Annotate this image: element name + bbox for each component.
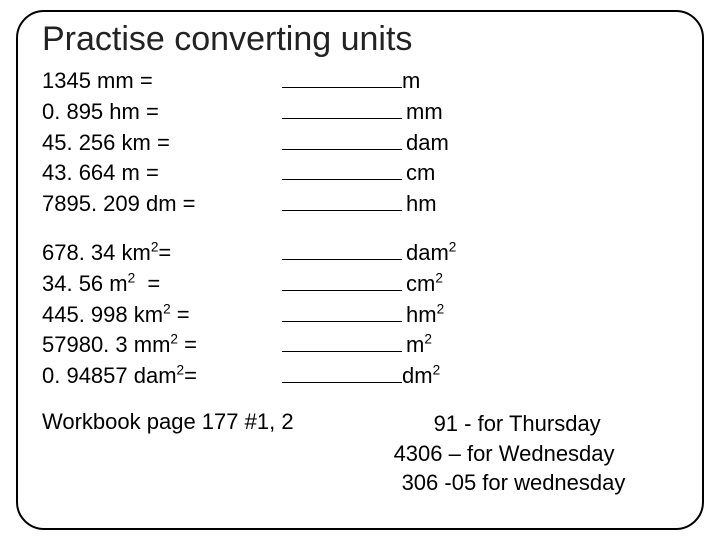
prompt-left: 0. 895 hm = [42, 97, 282, 127]
prompt-left: 45. 256 km = [42, 128, 282, 158]
group2-row: 445. 998 km2 = hm2 [42, 298, 678, 329]
exponent: 2 [433, 363, 441, 378]
target-unit: hm2 [406, 300, 444, 330]
answer-blank[interactable] [282, 127, 402, 150]
exponent: 2 [449, 240, 457, 255]
group1-row: 45. 256 km = dam [42, 127, 678, 158]
footer-right: 91 - for Thursday4306 – for Wednesday 30… [334, 409, 678, 498]
footer: Workbook page 177 #1, 2 91 - for Thursda… [42, 409, 678, 498]
exponent: 2 [424, 332, 432, 347]
group1-row: 1345 mm = m [42, 65, 678, 96]
answer-blank[interactable] [282, 65, 402, 88]
group-1: 1345 mm =m0. 895 hm = mm45. 256 km = dam… [42, 65, 678, 219]
group1-row: 7895. 209 dm = hm [42, 188, 678, 219]
prompt-left: 1345 mm = [42, 66, 282, 96]
group2-row: 34. 56 m2 = cm2 [42, 268, 678, 299]
answer-blank[interactable] [282, 157, 402, 180]
prompt-left: 678. 34 km2= [42, 238, 282, 268]
answer-blank[interactable] [282, 268, 402, 291]
exponent: 2 [128, 270, 136, 285]
group2-row: 678. 34 km2= dam2 [42, 237, 678, 268]
prompt-left: 34. 56 m2 = [42, 269, 282, 299]
group-2: 678. 34 km2= dam234. 56 m2 = cm2445. 998… [42, 237, 678, 391]
answer-blank[interactable] [282, 298, 402, 321]
target-unit: cm [406, 158, 435, 188]
target-unit: dam [406, 128, 449, 158]
worksheet-frame: Practise converting units 1345 mm =m0. 8… [16, 10, 704, 530]
target-unit: m [402, 66, 420, 96]
target-unit: mm [406, 97, 443, 127]
answer-blank[interactable] [282, 188, 402, 211]
exponent: 2 [170, 332, 178, 347]
page-title: Practise converting units [42, 20, 678, 59]
target-unit: hm [406, 189, 437, 219]
exponent: 2 [163, 301, 171, 316]
exponent: 2 [151, 240, 159, 255]
footer-left: Workbook page 177 #1, 2 [42, 409, 334, 435]
target-unit: dm2 [402, 361, 440, 391]
exponent: 2 [177, 363, 185, 378]
exponent: 2 [435, 270, 443, 285]
exponent: 2 [437, 301, 445, 316]
footer-note: 4306 – for Wednesday [334, 439, 678, 469]
group1-row: 43. 664 m = cm [42, 157, 678, 188]
footer-note: 306 -05 for wednesday [334, 468, 678, 498]
target-unit: m2 [406, 330, 432, 360]
footer-note: 91 - for Thursday [334, 409, 678, 439]
group2-row: 57980. 3 mm2 = m2 [42, 329, 678, 360]
target-unit: cm2 [406, 269, 443, 299]
answer-blank[interactable] [282, 96, 402, 119]
group2-row: 0. 94857 dam2= dm2 [42, 360, 678, 391]
prompt-left: 7895. 209 dm = [42, 189, 282, 219]
prompt-left: 43. 664 m = [42, 158, 282, 188]
answer-blank[interactable] [282, 329, 402, 352]
answer-blank[interactable] [282, 237, 402, 260]
prompt-left: 445. 998 km2 = [42, 300, 282, 330]
prompt-left: 0. 94857 dam2= [42, 361, 282, 391]
prompt-left: 57980. 3 mm2 = [42, 330, 282, 360]
group1-row: 0. 895 hm = mm [42, 96, 678, 127]
target-unit: dam2 [406, 238, 456, 268]
answer-blank[interactable] [282, 360, 402, 383]
